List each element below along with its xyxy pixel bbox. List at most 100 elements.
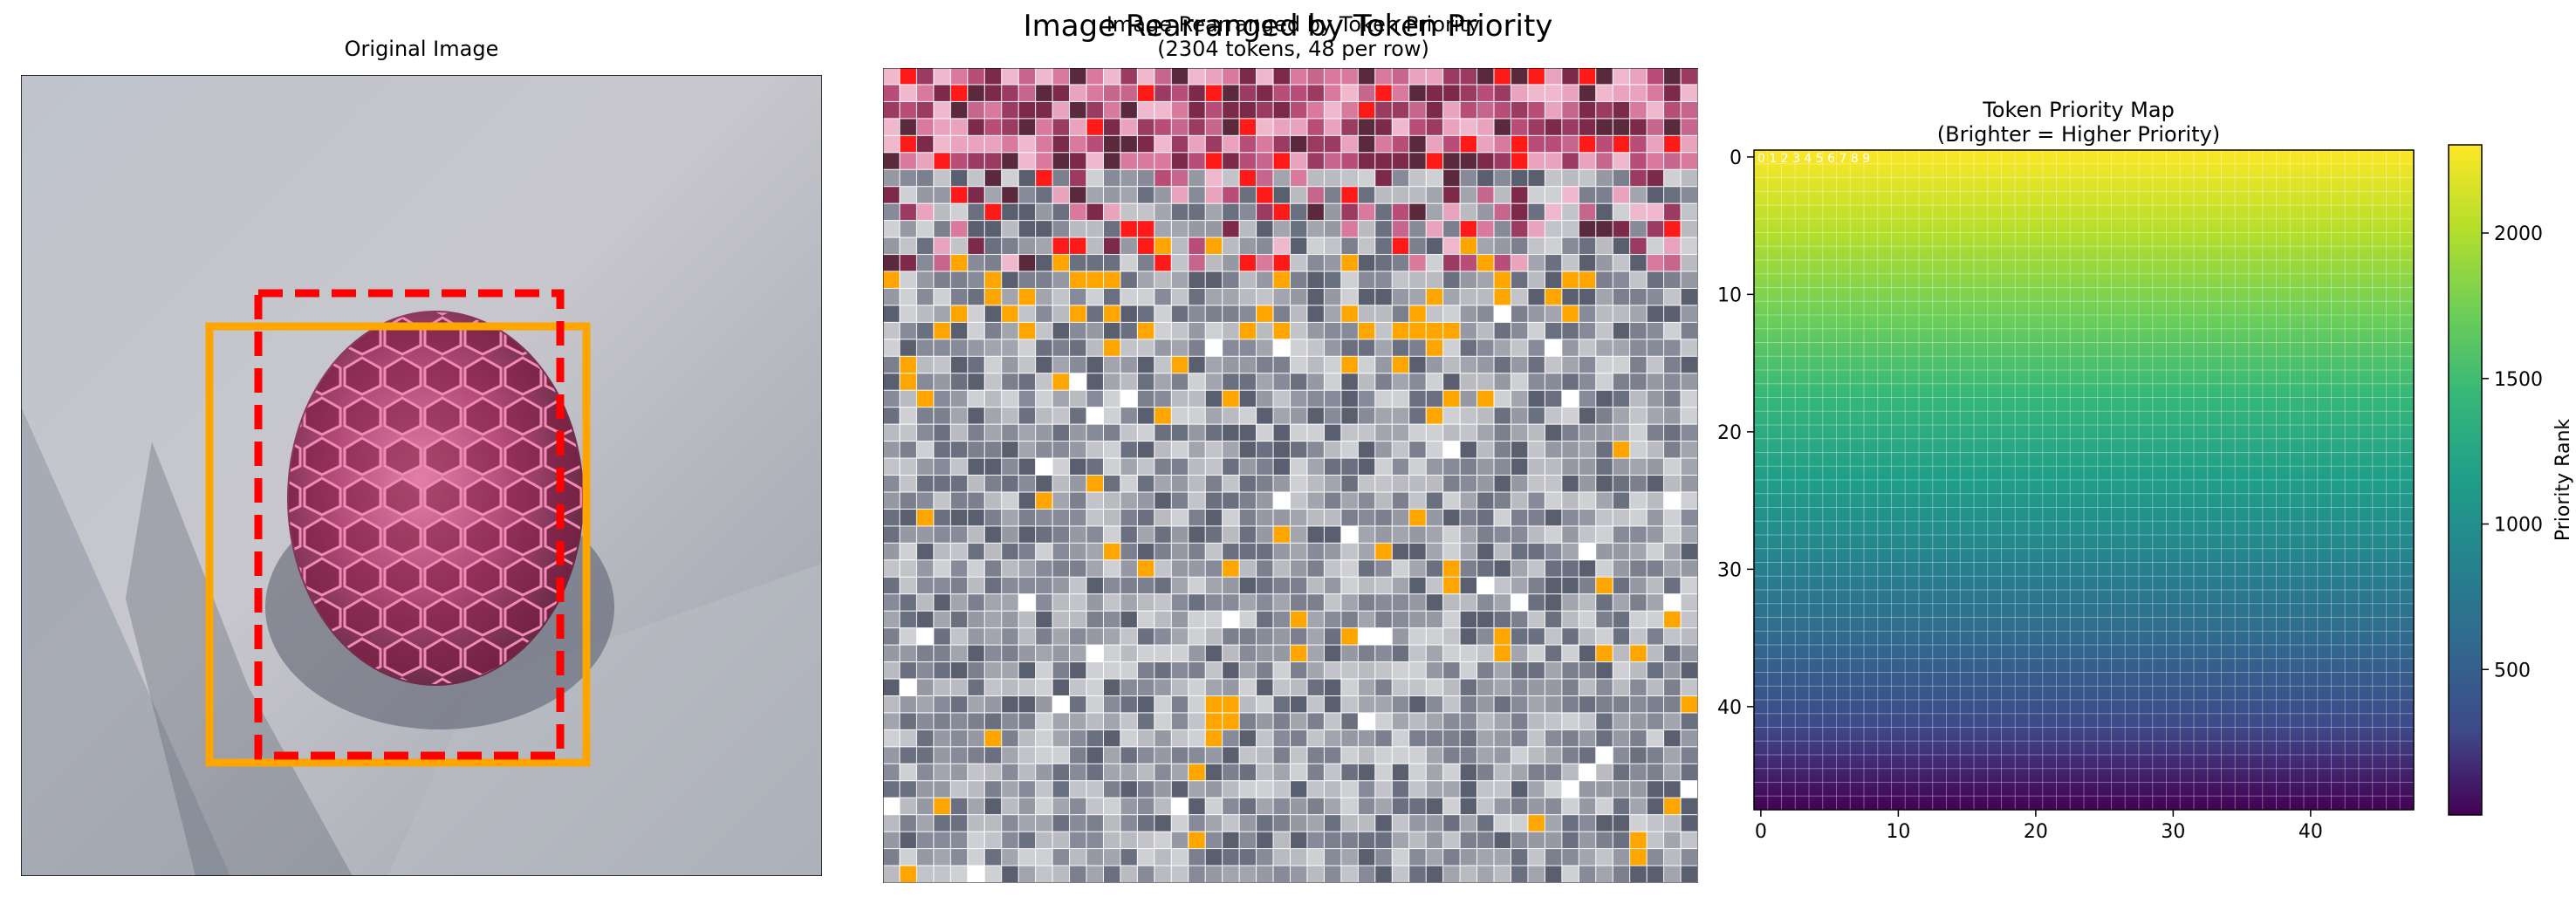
- token-tile: [1120, 611, 1137, 628]
- token-tile: [1375, 305, 1392, 322]
- token-tile: [1426, 237, 1443, 255]
- token-tile: [1307, 305, 1324, 322]
- token-tile: [1630, 526, 1647, 543]
- token-tile: [1239, 476, 1257, 492]
- token-tile: [1358, 288, 1375, 305]
- token-tile: [1664, 169, 1681, 187]
- token-tile: [1562, 476, 1579, 492]
- token-tile: [1477, 594, 1494, 611]
- token-tile: [1630, 832, 1647, 849]
- token-tile: [1477, 560, 1494, 577]
- token-tile: [1681, 577, 1697, 594]
- token-tile: [1086, 119, 1103, 135]
- token-tile: [1358, 237, 1375, 255]
- token-tile: [1460, 577, 1477, 594]
- token-tile: [1664, 407, 1681, 424]
- x-tick-label: 40: [2299, 821, 2323, 843]
- token-tile: [1324, 237, 1341, 255]
- token-tile: [1070, 509, 1086, 526]
- token-tile: [1086, 237, 1103, 255]
- token-tile: [1681, 645, 1697, 662]
- token-tile: [1409, 713, 1426, 729]
- token-tile: [1018, 68, 1036, 85]
- token-tile: [1154, 221, 1171, 237]
- token-tile: [1018, 476, 1036, 492]
- token-tile: [1664, 85, 1681, 101]
- token-tile: [1358, 356, 1375, 373]
- token-tile: [968, 476, 984, 492]
- token-tile: [1460, 729, 1477, 747]
- token-tile: [1392, 781, 1409, 798]
- token-tile: [1154, 271, 1171, 288]
- token-tile: [1307, 747, 1324, 763]
- token-tile: [1562, 611, 1579, 628]
- token-tile: [1477, 356, 1494, 373]
- token-tile: [1223, 729, 1239, 747]
- token-tile: [1002, 679, 1018, 695]
- token-tile: [1273, 442, 1290, 458]
- token-tile: [1562, 849, 1579, 866]
- colorbar: [2448, 144, 2483, 816]
- token-tile: [883, 543, 900, 560]
- token-tile: [1426, 781, 1443, 798]
- token-tile: [1171, 271, 1189, 288]
- token-tile: [950, 679, 968, 695]
- token-tile: [984, 560, 1002, 577]
- token-tile: [1681, 832, 1697, 849]
- token-tile: [1002, 221, 1018, 237]
- token-tile: [1086, 101, 1103, 119]
- token-tile: [1002, 763, 1018, 781]
- token-tile: [1307, 560, 1324, 577]
- token-tile: [916, 560, 934, 577]
- token-tile: [1291, 729, 1307, 747]
- token-tile: [1002, 543, 1018, 560]
- token-tile: [1528, 424, 1545, 442]
- token-tile: [1291, 476, 1307, 492]
- token-tile: [1664, 832, 1681, 849]
- token-tile: [1341, 305, 1358, 322]
- token-tile: [1307, 713, 1324, 729]
- token-tile: [1257, 560, 1273, 577]
- token-tile: [1291, 662, 1307, 679]
- token-tile: [1120, 509, 1137, 526]
- token-tile: [1171, 747, 1189, 763]
- token-tile: [1324, 832, 1341, 849]
- token-tile: [1579, 509, 1596, 526]
- token-tile: [1460, 815, 1477, 832]
- token-tile: [1018, 509, 1036, 526]
- token-tile: [984, 407, 1002, 424]
- token-tile: [1018, 662, 1036, 679]
- token-tile: [1002, 153, 1018, 169]
- token-tile: [1562, 288, 1579, 305]
- token-tile: [1036, 101, 1052, 119]
- token-tile: [984, 492, 1002, 509]
- token-tile: [1647, 543, 1664, 560]
- token-tile: [1205, 832, 1223, 849]
- token-tile: [1070, 322, 1086, 339]
- token-tile: [950, 288, 968, 305]
- token-tile: [900, 509, 916, 526]
- token-tile: [1579, 645, 1596, 662]
- token-tile: [1613, 526, 1630, 543]
- token-tile: [1273, 373, 1290, 390]
- token-tile: [1375, 679, 1392, 695]
- token-tile: [1154, 85, 1171, 101]
- token-tile: [883, 526, 900, 543]
- token-tile: [1596, 713, 1613, 729]
- token-tile: [1273, 492, 1290, 509]
- token-tile: [1036, 356, 1052, 373]
- token-tile: [1630, 662, 1647, 679]
- token-tile: [1120, 458, 1137, 475]
- token-tile: [1341, 68, 1358, 85]
- token-tile: [1154, 458, 1171, 475]
- token-tile: [1528, 390, 1545, 407]
- token-tile: [1681, 135, 1697, 153]
- token-tile: [900, 203, 916, 221]
- token-tile: [1511, 729, 1528, 747]
- token-tile: [1137, 119, 1154, 135]
- token-tile: [1511, 288, 1528, 305]
- token-tile: [1239, 424, 1257, 442]
- token-tile: [1562, 526, 1579, 543]
- token-tile: [1579, 798, 1596, 815]
- token-tile: [1681, 407, 1697, 424]
